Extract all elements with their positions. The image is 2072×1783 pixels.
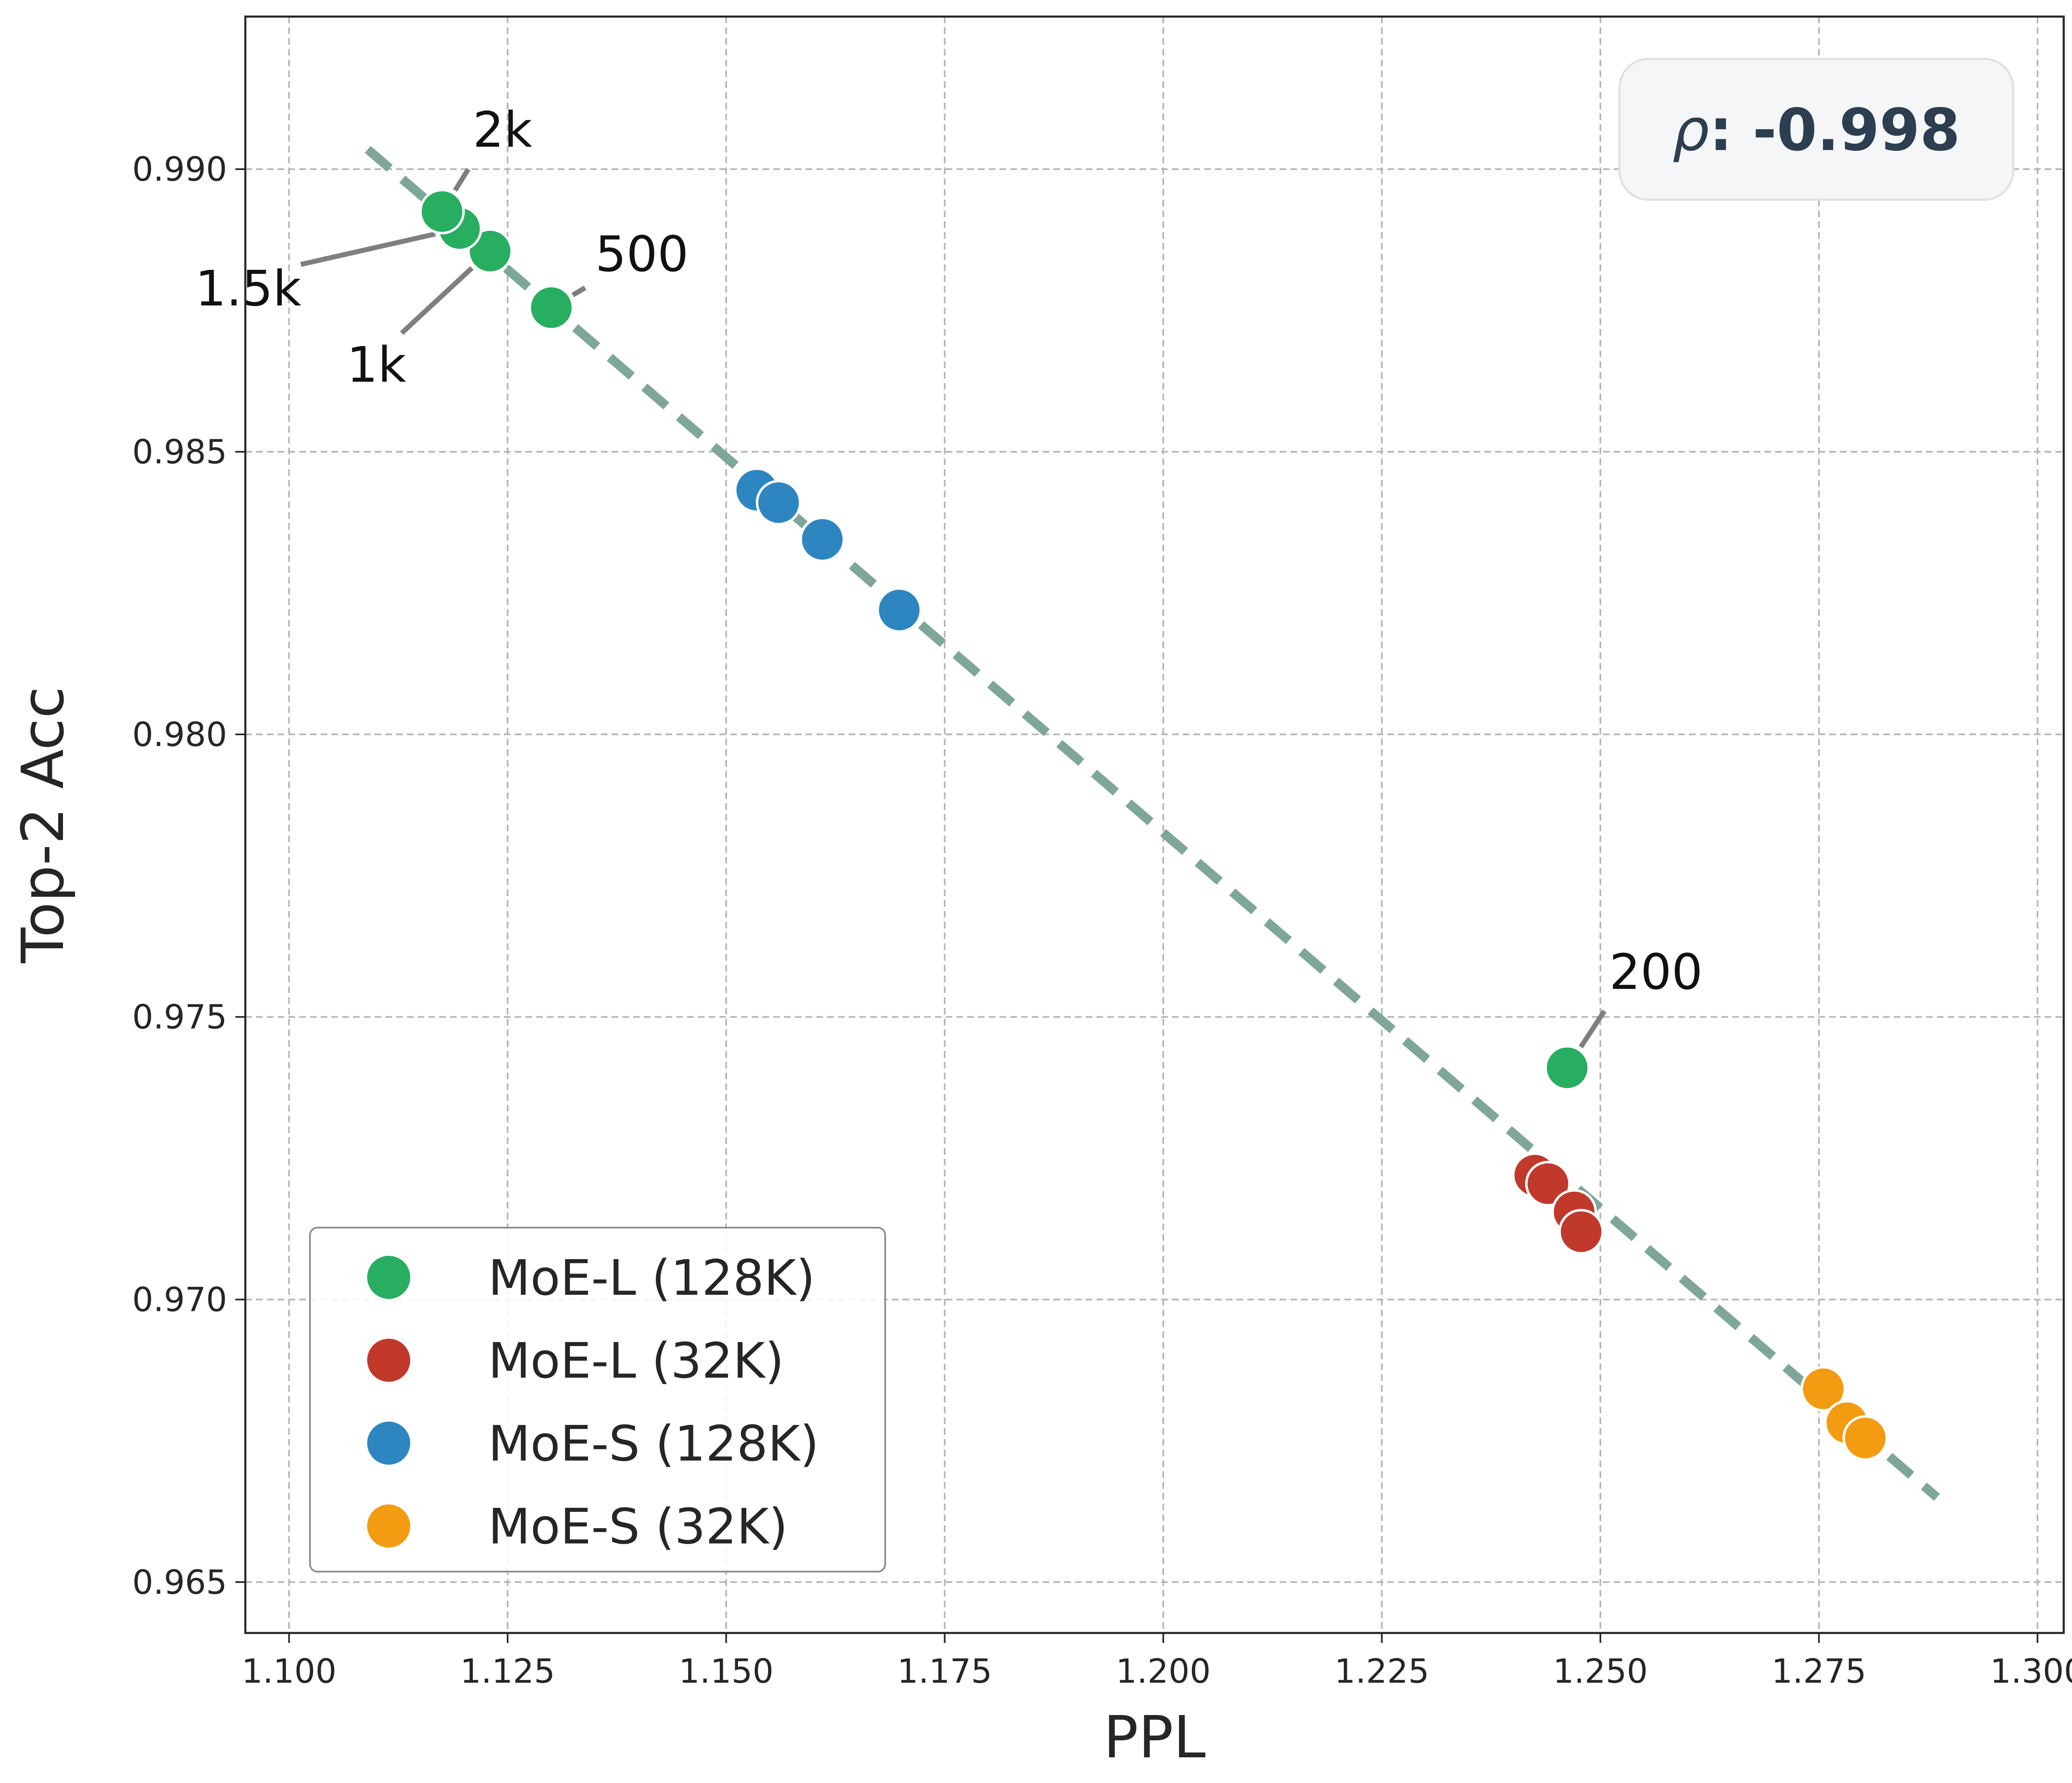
data-point <box>755 480 801 526</box>
data-point <box>1800 1366 1846 1412</box>
data-point <box>467 228 513 274</box>
annotation-label: 200 <box>1610 943 1703 1001</box>
x-tick-label: 1.175 <box>897 1652 992 1691</box>
correlation-label: ρ: -0.998 <box>1673 97 1961 164</box>
annotation-label: 1.5k <box>195 260 301 317</box>
x-tick-label: 1.275 <box>1772 1652 1866 1691</box>
data-point <box>799 516 845 562</box>
annotation-label: 2k <box>473 101 532 158</box>
data-point <box>1842 1415 1888 1461</box>
annotation-label: 1k <box>347 336 406 393</box>
y-tick-label: 0.975 <box>132 998 227 1037</box>
x-tick-label: 1.125 <box>460 1652 555 1691</box>
rho-value: : -0.998 <box>1709 97 1961 164</box>
annotation-label: 500 <box>595 225 688 283</box>
data-point <box>1558 1209 1604 1255</box>
x-axis-title: PPL <box>1104 1704 1206 1771</box>
annotation-leader-line <box>400 266 474 335</box>
x-tick-label: 1.225 <box>1334 1652 1429 1691</box>
y-tick-label: 0.965 <box>132 1563 227 1601</box>
legend: MoE-L (128K) MoE-L (32K) MoE-S (128K) MoE-S… <box>309 1227 886 1572</box>
x-tick-label: 1.300 <box>1990 1652 2072 1691</box>
data-point <box>1525 1160 1571 1206</box>
fit-line-layer <box>365 146 1940 1501</box>
fit-line <box>365 146 1940 1501</box>
legend-frame <box>309 1227 886 1572</box>
data-point <box>876 587 922 633</box>
x-tick-label: 1.150 <box>679 1652 774 1691</box>
y-tick-label: 0.990 <box>132 150 227 189</box>
rho-symbol: ρ <box>1673 97 1709 164</box>
correlation-box: ρ: -0.998 <box>1618 58 2014 201</box>
x-tick-label: 1.100 <box>242 1652 336 1691</box>
y-axis-title: Top-2 Acc <box>10 686 77 964</box>
annotation-leader-line <box>300 231 436 267</box>
legend-label: MoE-L (32K) <box>488 1332 784 1389</box>
correlation-box-frame <box>1618 58 2014 201</box>
x-tick-label: 1.250 <box>1553 1652 1648 1691</box>
y-tick-label: 0.970 <box>132 1280 227 1319</box>
annotation-leader-line <box>1578 1010 1607 1049</box>
legend-marker <box>367 1504 410 1548</box>
legend-label: MoE-S (32K) <box>488 1498 788 1555</box>
x-tick-label: 1.200 <box>1116 1652 1211 1691</box>
legend-marker <box>367 1256 410 1299</box>
legend-marker <box>367 1422 410 1465</box>
data-point-layer <box>419 189 1888 1461</box>
data-point <box>528 285 574 331</box>
annotation-layer: 2k 1.5k 1k 500 200 <box>195 101 1703 1049</box>
axes: 1.100 1.125 1.150 1.175 1.200 1.225 1.250 1.275… <box>10 15 2072 1771</box>
legend-marker <box>367 1339 410 1382</box>
y-tick-label: 0.980 <box>132 715 227 754</box>
annotation-leader-line <box>453 167 471 192</box>
plot-frame <box>244 15 2065 1634</box>
data-point <box>419 189 465 235</box>
y-tick-label: 0.985 <box>132 433 227 471</box>
legend-label: MoE-S (128K) <box>488 1415 819 1472</box>
annotation-leader-line <box>571 286 586 298</box>
legend-label: MoE-L (128K) <box>488 1249 815 1306</box>
data-point <box>1544 1045 1590 1091</box>
